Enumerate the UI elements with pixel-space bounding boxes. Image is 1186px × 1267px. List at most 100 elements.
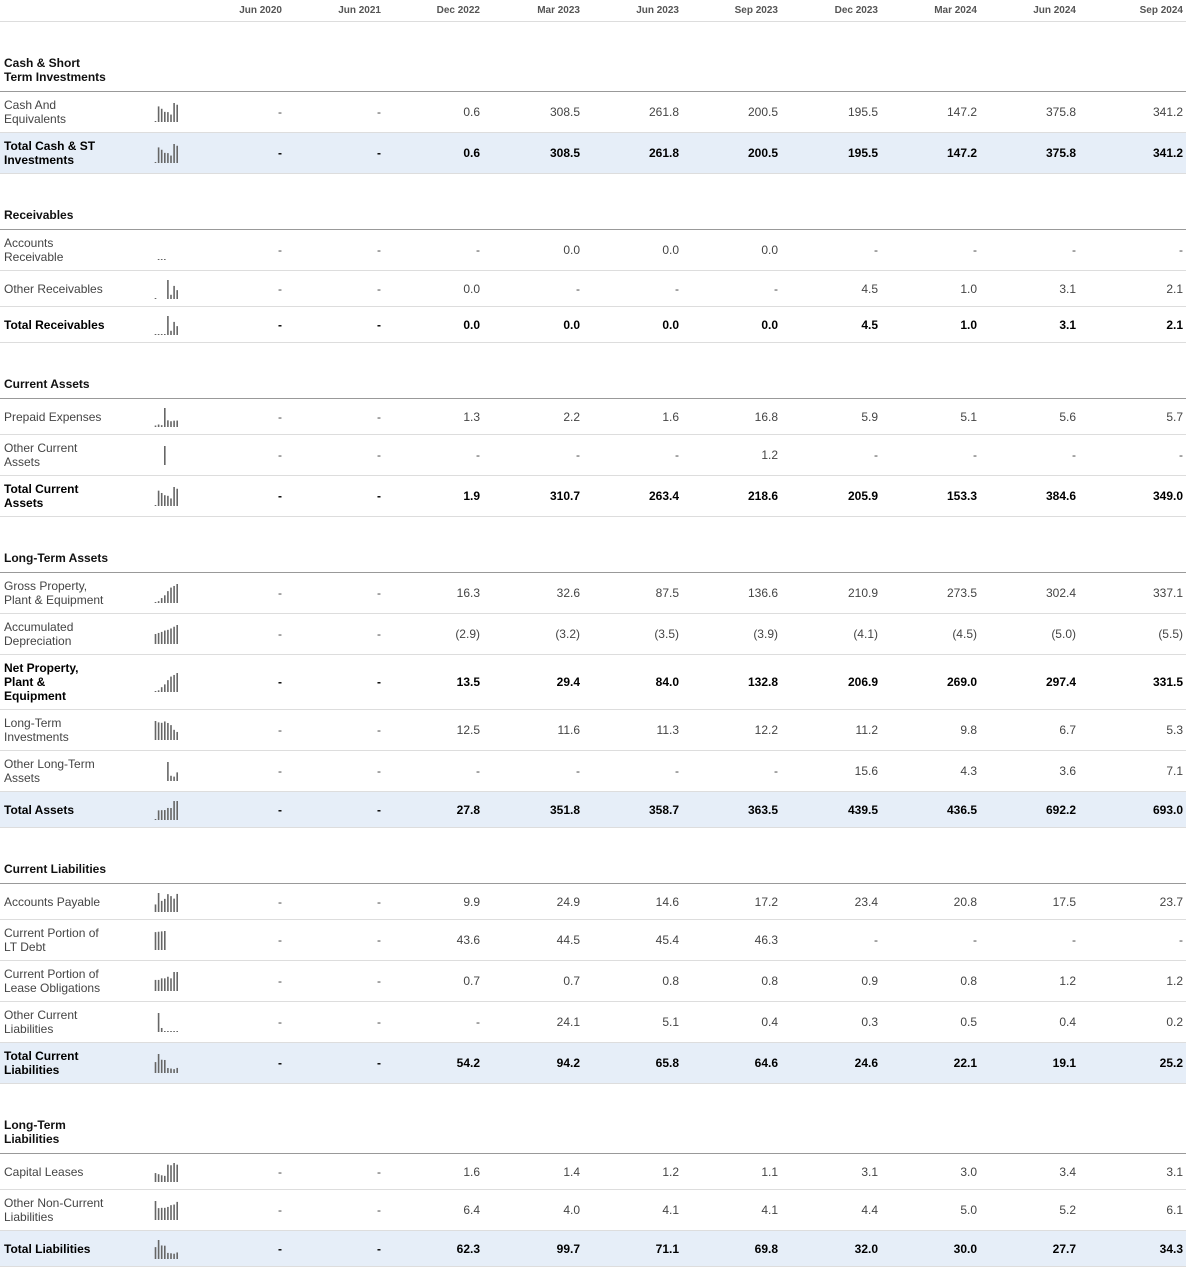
sparkline xyxy=(140,930,184,950)
table-row: Gross Property, Plant & Equipment - - 16.3 3… xyxy=(0,573,1186,614)
cell-value: 0.9 xyxy=(861,974,878,988)
sparkline-chart xyxy=(154,1162,178,1182)
sparkline-bar xyxy=(160,931,163,950)
cell-value: 27.8 xyxy=(456,802,480,817)
sparkline-bar xyxy=(170,1252,172,1259)
sparkline-bar xyxy=(164,809,166,820)
sparkline-chart xyxy=(154,673,178,692)
cell-value: 297.4 xyxy=(1045,675,1076,689)
cell-value: 6.4 xyxy=(463,1203,480,1217)
column-header: Jun 2020 xyxy=(239,5,282,16)
table-row: Net Property, Plant & Equipment - - 13.5 29.… xyxy=(0,655,1186,710)
sparkline-bar xyxy=(167,762,169,781)
sparkline-bar xyxy=(167,722,169,740)
cell-value: 153.3 xyxy=(946,489,977,503)
sparkline-bar xyxy=(167,112,169,122)
row-label-text: Accumulated Depreciation xyxy=(4,620,74,648)
table-row: Total Current Assets - - 1.9 310.7 263.4 218.6… xyxy=(0,476,1186,517)
cell-value: 0.5 xyxy=(960,1015,977,1029)
row-label-text: Total Current Assets xyxy=(4,482,79,510)
cell-value: 32.0 xyxy=(854,1241,878,1256)
sparkline-bar xyxy=(154,633,157,644)
row-label-text: Total Cash & ST Investments xyxy=(4,139,96,167)
sparkline-chart xyxy=(154,487,178,506)
cell-value: - xyxy=(377,933,381,947)
sparkline-chart xyxy=(154,584,178,603)
sparkline-bar xyxy=(164,1207,166,1220)
sparkline-bar xyxy=(170,775,172,781)
sparkline-bar xyxy=(154,721,157,740)
row-label-text: Long-Term Investments xyxy=(4,716,69,744)
cell-value: 16.3 xyxy=(456,586,480,600)
sparkline-bar xyxy=(157,1239,160,1259)
sparkline-bar xyxy=(154,1201,157,1220)
row-label: Cash And Equivalents xyxy=(0,98,140,126)
cell-value: 200.5 xyxy=(747,105,778,119)
sparkline-bar xyxy=(173,1253,175,1259)
row-label-text: Accounts Payable xyxy=(4,894,101,909)
cell-value: 19.1 xyxy=(1052,1056,1076,1070)
cell-value: - xyxy=(377,894,381,909)
row-label: Other Current Assets xyxy=(0,441,140,469)
sparkline-bar xyxy=(154,162,157,163)
row-label: Accounts Payable xyxy=(0,895,140,909)
cell-value: 0.4 xyxy=(761,1015,778,1029)
cell-value: - xyxy=(377,489,381,503)
cell-value: 302.4 xyxy=(1045,586,1076,600)
cell-value: 0.3 xyxy=(861,1015,878,1029)
sparkline-chart xyxy=(154,144,178,163)
sparkline-bar xyxy=(160,809,163,820)
row-label: Net Property, Plant & Equipment xyxy=(0,661,140,703)
sparkline-bar xyxy=(154,602,157,603)
cell-value: - xyxy=(774,281,778,296)
cell-value: 2.1 xyxy=(1166,317,1183,332)
cell-value: - xyxy=(675,764,679,778)
row-label-text: Total Receivables xyxy=(4,317,105,332)
sparkline-bar xyxy=(157,490,160,506)
cell-value: 206.9 xyxy=(847,675,878,689)
sparkline-bar xyxy=(160,598,163,603)
sparkline-bar xyxy=(154,1172,157,1182)
sparkline xyxy=(140,1200,184,1220)
sparkline-bar xyxy=(176,800,178,820)
cell-value: - xyxy=(278,723,282,737)
cell-value: (5.5) xyxy=(1158,627,1183,641)
cell-value: 64.6 xyxy=(754,1056,778,1070)
cell-value: - xyxy=(675,281,679,296)
cell-value: 1.2 xyxy=(761,448,778,462)
sparkline-bar xyxy=(176,1031,178,1032)
column-header: Mar 2024 xyxy=(934,5,977,16)
row-label-text: Gross Property, Plant & Equipment xyxy=(4,579,104,607)
cell-value: 3.4 xyxy=(1059,1164,1076,1179)
sparkline-bar xyxy=(170,1031,172,1032)
row-label: Total Cash & ST Investments xyxy=(0,139,140,167)
column-header: Jun 2021 xyxy=(338,5,381,16)
row-label: Current Portion of LT Debt xyxy=(0,926,140,954)
table-row: Long-Term Investments - - 12.5 11.6 11.3 12.2 1… xyxy=(0,710,1186,751)
column-header: Dec 2023 xyxy=(834,5,878,16)
cell-value: 349.0 xyxy=(1152,489,1183,503)
cell-value: 11.6 xyxy=(557,723,580,737)
sparkline-bar xyxy=(170,895,172,912)
section-title: Receivables xyxy=(0,174,1186,230)
table-row: Other Current Assets - - - - - 1.2 - - - - xyxy=(0,435,1186,476)
cell-value: - xyxy=(377,1203,381,1217)
cell-value: - xyxy=(377,105,381,119)
sparkline-bar xyxy=(164,1175,166,1182)
sparkline xyxy=(140,315,184,335)
cell-value: 195.5 xyxy=(847,105,878,119)
cell-value: 46.3 xyxy=(754,933,778,947)
sparkline xyxy=(140,892,184,912)
row-label: Total Receivables xyxy=(0,318,140,332)
sparkline-bar xyxy=(167,976,169,991)
row-label: Accumulated Depreciation xyxy=(0,620,140,648)
cell-value: 436.5 xyxy=(946,802,977,817)
cell-value: 147.2 xyxy=(946,146,977,160)
cell-value: (4.5) xyxy=(952,627,977,641)
sparkline-bar xyxy=(167,279,169,299)
sparkline-chart xyxy=(154,407,178,427)
cell-value: - xyxy=(278,627,282,641)
section-title-text: Long-Term Liabilities xyxy=(4,1118,66,1146)
cell-value: 218.6 xyxy=(747,489,778,503)
cell-value: 200.5 xyxy=(747,146,778,160)
